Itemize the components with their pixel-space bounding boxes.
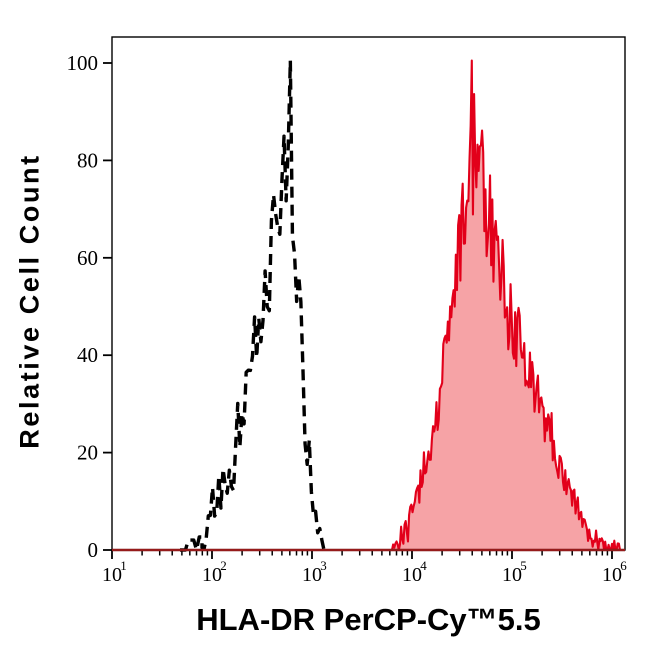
svg-text:40: 40	[77, 343, 98, 367]
svg-text:5: 5	[520, 558, 527, 573]
svg-text:10: 10	[602, 564, 622, 586]
svg-text:1: 1	[120, 558, 127, 573]
svg-text:10: 10	[102, 564, 122, 586]
svg-text:3: 3	[320, 558, 327, 573]
svg-text:HLA-DR PerCP-Cy™5.5: HLA-DR PerCP-Cy™5.5	[196, 602, 541, 637]
svg-text:10: 10	[402, 564, 422, 586]
svg-text:20: 20	[77, 441, 98, 465]
svg-text:0: 0	[88, 538, 99, 562]
svg-text:2: 2	[220, 558, 227, 573]
svg-text:10: 10	[502, 564, 522, 586]
svg-text:100: 100	[67, 51, 99, 75]
svg-text:80: 80	[77, 148, 98, 172]
svg-text:60: 60	[77, 246, 98, 270]
svg-text:10: 10	[302, 564, 322, 586]
svg-text:10: 10	[202, 564, 222, 586]
svg-text:6: 6	[620, 558, 627, 573]
svg-text:4: 4	[420, 558, 427, 573]
